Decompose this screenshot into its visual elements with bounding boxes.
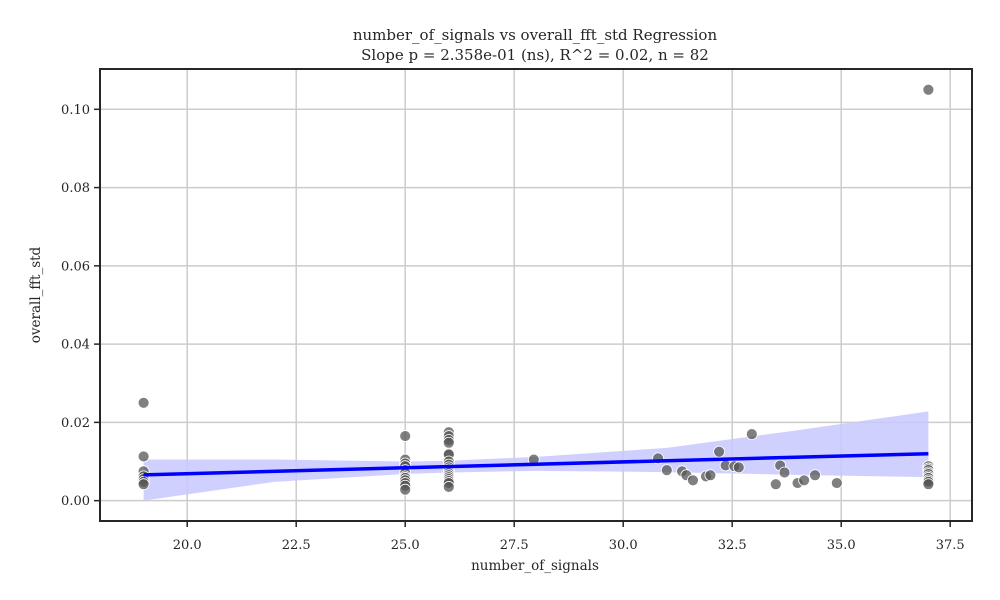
data-point	[442, 481, 455, 493]
confidence-band	[143, 411, 929, 501]
data-point	[399, 483, 412, 496]
plot-frame	[99, 68, 973, 522]
chart-title: number_of_signals vs overall_fft_std Reg…	[353, 26, 718, 44]
data-points-layer	[137, 83, 935, 496]
x-tick-label: 20.0	[173, 538, 202, 553]
y-tick-label: 0.00	[61, 494, 90, 509]
y-tick-label: 0.04	[61, 338, 90, 353]
x-tick-label: 22.5	[282, 538, 311, 553]
data-point	[769, 478, 782, 491]
data-point	[745, 428, 758, 441]
y-tick-label: 0.10	[61, 103, 90, 118]
y-axis-label: overall_fft_std	[28, 246, 44, 343]
x-tick-label: 37.5	[936, 538, 965, 553]
chart-subtitle: Slope p = 2.358e-01 (ns), R^2 = 0.02, n …	[361, 46, 709, 64]
data-point	[922, 478, 935, 491]
data-point	[137, 396, 150, 409]
data-point	[713, 445, 726, 458]
x-tick-label: 30.0	[609, 538, 638, 553]
data-point	[798, 474, 811, 487]
data-point	[809, 469, 821, 482]
regression-line-layer	[143, 451, 929, 477]
y-tick-label: 0.06	[61, 259, 90, 274]
x-axis-ticks: 20.0 22.5 25.0 27.5 30.0 32.5 35.0 37.5	[173, 521, 965, 553]
data-point	[732, 461, 745, 474]
data-point	[137, 450, 150, 463]
grid	[100, 69, 972, 521]
data-point	[830, 477, 843, 489]
confidence-band-layer	[143, 411, 929, 501]
data-point	[137, 478, 150, 491]
x-tick-label: 25.0	[391, 538, 420, 553]
regression-line	[143, 451, 929, 477]
data-point	[399, 430, 412, 442]
x-tick-label: 35.0	[827, 538, 856, 553]
data-point	[660, 464, 673, 477]
data-point	[778, 466, 791, 479]
x-tick-label: 27.5	[500, 538, 529, 553]
y-tick-label: 0.08	[61, 181, 90, 196]
data-point	[442, 436, 455, 449]
data-point	[687, 474, 699, 487]
y-tick-label: 0.02	[61, 416, 90, 431]
x-axis-label: number_of_signals	[471, 558, 599, 574]
x-tick-label: 32.5	[718, 538, 747, 553]
data-point	[704, 469, 717, 482]
y-axis-ticks: 0.00 0.02 0.04 0.06 0.08 0.10	[61, 103, 100, 509]
data-point	[922, 83, 935, 96]
